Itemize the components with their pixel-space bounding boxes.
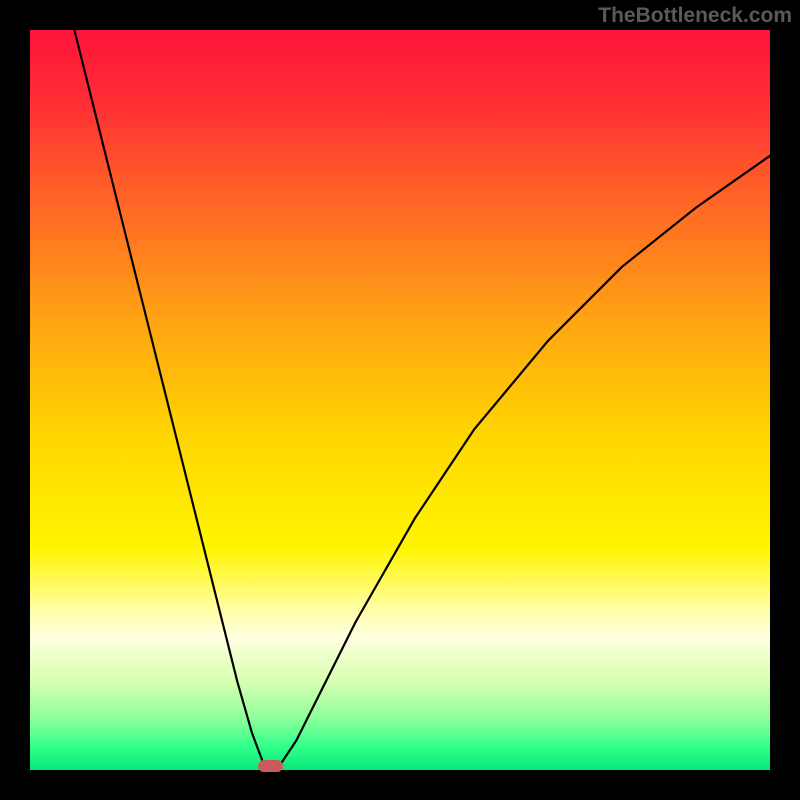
chart-container: TheBottleneck.com xyxy=(0,0,800,800)
bottleneck-curve xyxy=(74,30,770,766)
watermark-text: TheBottleneck.com xyxy=(598,4,792,28)
curve-layer xyxy=(30,30,770,770)
plot-area xyxy=(30,30,770,770)
minimum-marker xyxy=(258,760,284,772)
